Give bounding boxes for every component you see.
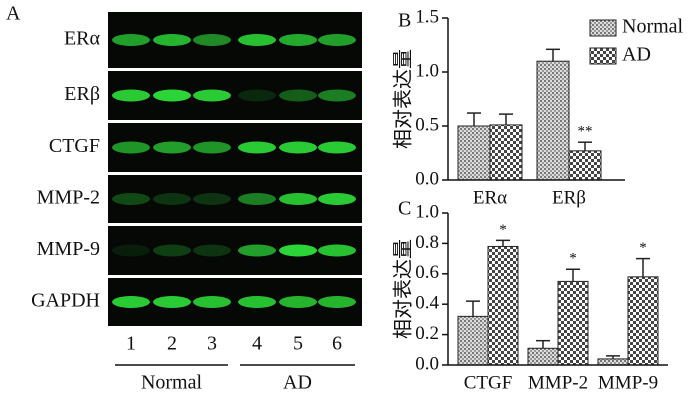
bar <box>557 280 589 366</box>
blot-band <box>238 89 276 102</box>
blot-band <box>112 296 150 308</box>
blot-band <box>193 141 231 154</box>
bar <box>489 124 523 181</box>
bar <box>536 60 570 181</box>
blot-band <box>153 89 191 102</box>
y-tick-label: 1.0 <box>415 201 439 222</box>
y-tick-label: 0.5 <box>415 114 439 135</box>
blot-band <box>318 244 356 257</box>
blot-band <box>153 193 191 205</box>
lane-label: 2 <box>167 333 177 355</box>
lane-label: 3 <box>207 333 217 355</box>
panel-label: C <box>398 198 411 220</box>
significance: ** <box>578 124 593 140</box>
bar <box>597 358 629 366</box>
blot-band <box>193 244 231 257</box>
x-tick-label: ERα <box>473 187 507 208</box>
blot-band <box>279 34 317 46</box>
blot-band <box>318 296 356 308</box>
x-tick-label: MMP-9 <box>598 372 658 393</box>
blot-band <box>193 296 231 308</box>
blot-band <box>112 89 150 102</box>
panel-label: A <box>6 3 21 25</box>
blot-band <box>279 141 317 154</box>
bar <box>527 347 559 366</box>
legend-label: Normal <box>622 16 684 38</box>
row-label: ERα <box>64 28 101 50</box>
y-axis-label: 相对表达量 <box>392 49 415 149</box>
blot-band <box>153 296 191 308</box>
legend-swatch <box>589 19 617 37</box>
y-tick-label: 0.8 <box>415 232 439 253</box>
panel-label: B <box>398 10 411 32</box>
blot-band <box>238 244 276 257</box>
row-label: GAPDH <box>31 290 100 312</box>
blot-band <box>238 296 276 308</box>
blot-band <box>279 193 317 205</box>
lane-label: 6 <box>332 333 342 355</box>
lane-label: 5 <box>293 333 303 355</box>
blot-band <box>279 89 317 102</box>
y-tick-label: 0.6 <box>415 262 439 283</box>
blot-band <box>153 244 191 257</box>
blot-band <box>153 141 191 154</box>
y-tick-label: 1.0 <box>415 60 439 81</box>
blot-band <box>318 34 356 46</box>
blot-band <box>279 296 317 308</box>
blot-band <box>193 34 231 46</box>
x-tick-label: MMP-2 <box>528 372 588 393</box>
y-tick-label: 0.0 <box>415 168 439 189</box>
row-label: MMP-2 <box>37 187 100 209</box>
blot-band <box>153 34 191 46</box>
blot-band <box>238 34 276 46</box>
significance: * <box>499 222 507 238</box>
blot-band <box>112 34 150 46</box>
lane-label: 1 <box>126 333 136 355</box>
y-tick-label: 0.2 <box>415 323 439 344</box>
blot-band <box>112 244 150 257</box>
row-label: CTGF <box>49 135 100 157</box>
group-label: AD <box>283 372 312 394</box>
blot-band <box>318 193 356 205</box>
legend-swatch <box>589 47 617 65</box>
blot-band <box>193 193 231 205</box>
row-label: ERβ <box>64 83 100 105</box>
bar <box>627 276 659 366</box>
lane-label: 4 <box>252 333 262 355</box>
bar <box>457 315 489 366</box>
blot-band <box>318 89 356 102</box>
row-label: MMP-9 <box>37 238 100 260</box>
y-axis-label: 相对表达量 <box>392 239 415 339</box>
blot-band <box>193 89 231 102</box>
group-label: Normal <box>141 372 203 394</box>
y-tick-label: 0.4 <box>415 293 439 314</box>
significance: * <box>569 251 577 267</box>
blot-band <box>318 141 356 154</box>
blot-band <box>238 141 276 154</box>
significance: * <box>639 240 647 256</box>
bar <box>568 150 602 181</box>
y-tick-label: 1.5 <box>415 6 439 27</box>
blot-band <box>238 193 276 205</box>
x-tick-label: CTGF <box>464 372 513 393</box>
x-tick-label: ERβ <box>552 187 586 208</box>
bar <box>487 245 519 366</box>
blot-band <box>279 244 317 257</box>
blot-band <box>112 141 150 154</box>
y-tick-label: 0.0 <box>415 353 439 374</box>
blot-band <box>112 193 150 205</box>
legend-label: AD <box>622 44 651 66</box>
bar <box>457 125 491 181</box>
